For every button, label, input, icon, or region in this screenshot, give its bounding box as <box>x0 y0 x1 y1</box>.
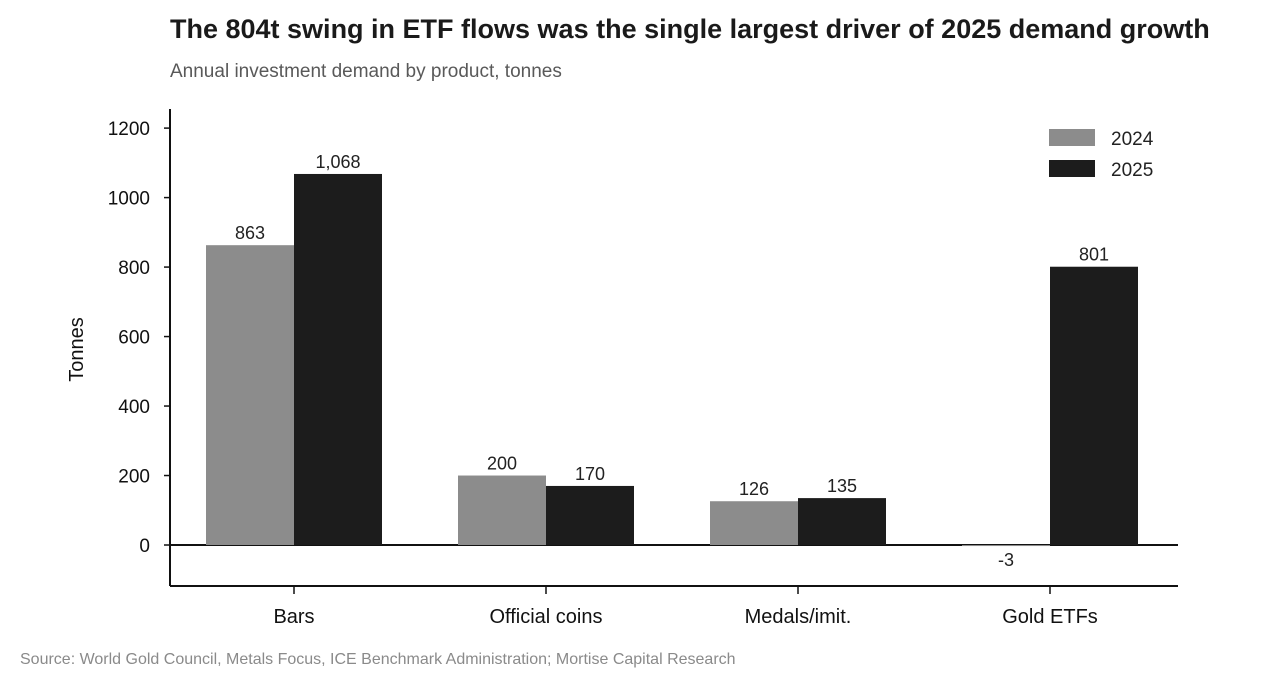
data-label-2024: 200 <box>487 454 517 474</box>
y-tick-label: 1000 <box>108 189 150 210</box>
data-label-2024: -3 <box>998 550 1014 570</box>
x-tick-label: Medals/imit. <box>745 606 852 628</box>
data-label-2025: 801 <box>1079 245 1109 265</box>
x-tick-label: Official coins <box>489 606 602 628</box>
bar-2025 <box>1050 266 1138 546</box>
bar-2024 <box>962 545 1050 547</box>
y-axis-title: Tonnes <box>66 317 88 382</box>
y-tick-label: 800 <box>118 258 150 279</box>
source-note: Source: World Gold Council, Metals Focus… <box>20 651 736 668</box>
data-label-2024: 863 <box>235 223 265 243</box>
legend-swatch-2025 <box>1049 160 1095 177</box>
legend-label-2024: 2024 <box>1111 129 1154 150</box>
bar-2025 <box>798 498 886 546</box>
data-label-2025: 170 <box>575 464 605 484</box>
chart-subtitle: Annual investment demand by product, ton… <box>170 61 562 82</box>
y-tick-label: 400 <box>118 397 150 418</box>
legend-swatch-2024 <box>1049 129 1095 146</box>
x-tick-label: Gold ETFs <box>1002 606 1098 628</box>
bar-2025 <box>546 485 634 546</box>
bar-2024 <box>710 501 798 546</box>
y-tick-label: 600 <box>118 328 150 349</box>
chart-title: The 804t swing in ETF flows was the sing… <box>170 14 1210 44</box>
bar-2024 <box>206 245 294 546</box>
y-tick-label: 1200 <box>108 119 150 140</box>
x-tick-label: Bars <box>273 606 314 628</box>
y-tick-label: 200 <box>118 467 150 488</box>
y-tick-label: 0 <box>139 536 150 557</box>
data-label-2025: 1,068 <box>315 152 360 172</box>
bar-2025 <box>294 173 382 546</box>
legend-label-2025: 2025 <box>1111 160 1153 181</box>
data-label-2024: 126 <box>739 479 769 499</box>
bar-2024 <box>458 475 546 546</box>
data-label-2025: 135 <box>827 476 857 496</box>
